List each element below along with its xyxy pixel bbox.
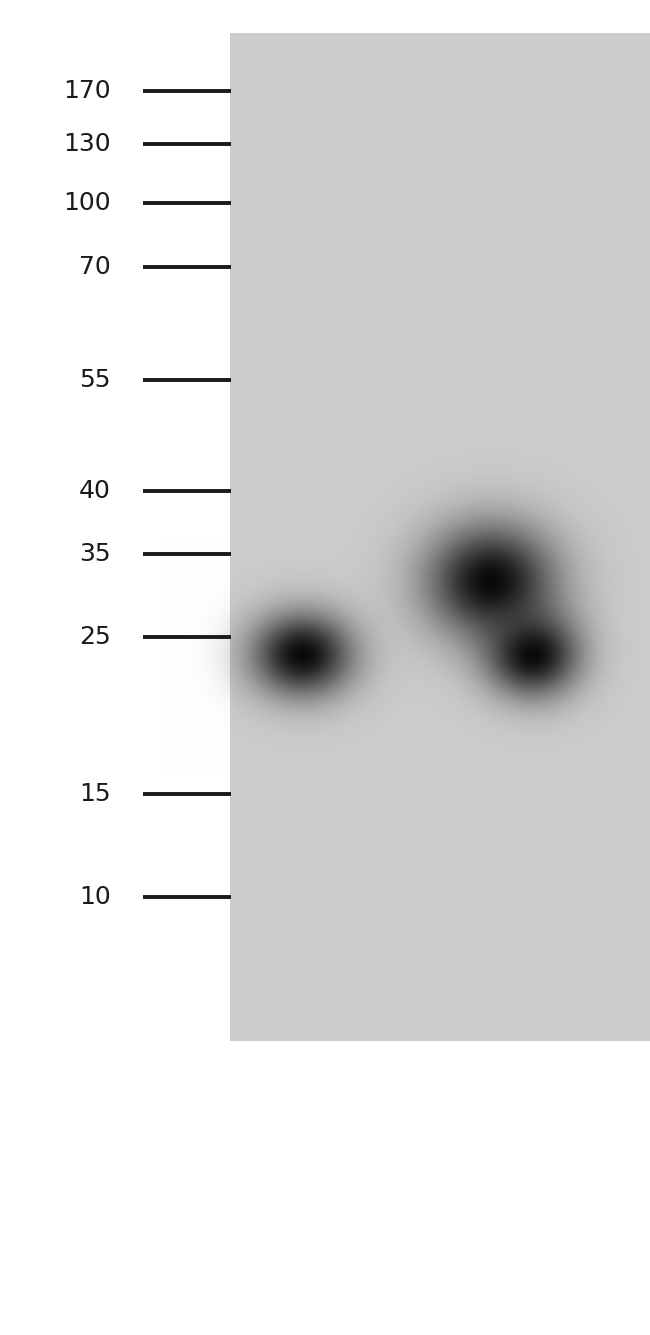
Text: 40: 40 <box>79 479 110 503</box>
Text: 170: 170 <box>63 79 110 103</box>
Text: 10: 10 <box>79 885 110 909</box>
Text: 25: 25 <box>79 625 110 649</box>
Text: 130: 130 <box>63 132 110 156</box>
Text: 70: 70 <box>79 255 110 279</box>
Text: 35: 35 <box>79 542 110 566</box>
Text: 100: 100 <box>63 191 110 215</box>
Text: 15: 15 <box>79 782 110 806</box>
Text: 55: 55 <box>79 368 110 392</box>
